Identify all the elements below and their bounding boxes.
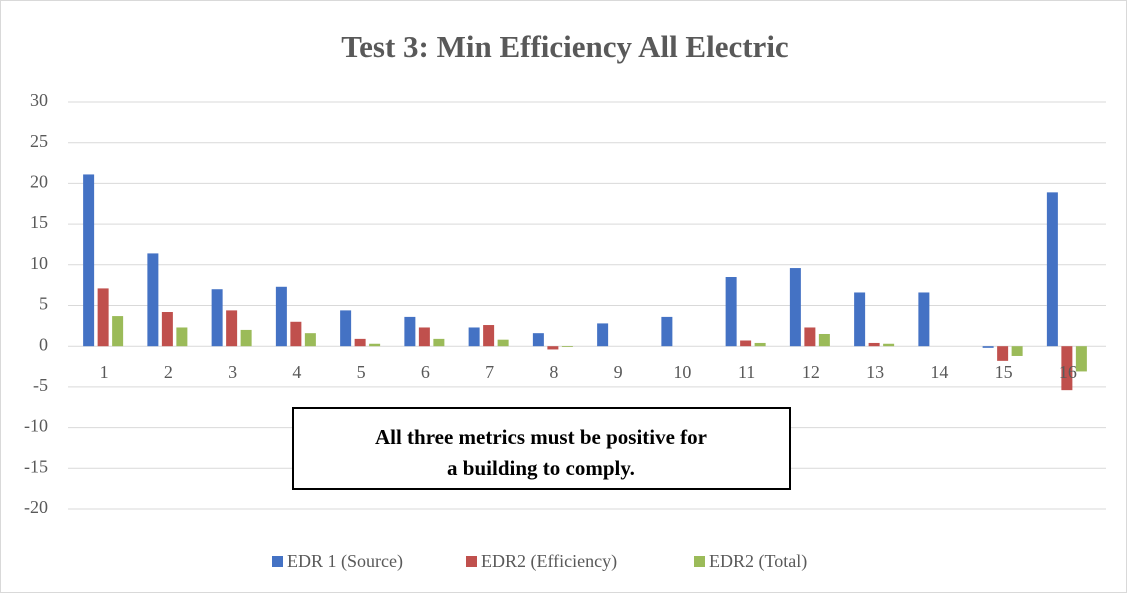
bar	[240, 329, 252, 347]
x-tick-label: 10	[673, 362, 691, 382]
x-tick-label: 6	[421, 362, 430, 382]
x-tick-label: 12	[802, 362, 820, 382]
bar	[354, 338, 366, 347]
bar	[290, 321, 302, 347]
x-tick-label: 15	[995, 362, 1013, 382]
y-tick-label: 5	[39, 294, 48, 314]
x-tick-label: 4	[292, 362, 301, 382]
y-tick-label: 10	[30, 253, 48, 273]
x-tick-label: 8	[549, 362, 558, 382]
bars	[83, 174, 1087, 391]
annotation-box	[292, 407, 791, 490]
bar	[789, 268, 801, 347]
bar	[868, 342, 880, 347]
bar	[161, 312, 173, 347]
chart-title: Test 3: Min Efficiency All Electric	[341, 29, 788, 64]
legend-label: EDR2 (Total)	[709, 551, 807, 572]
bar	[275, 286, 287, 347]
x-tick-label: 9	[614, 362, 623, 382]
bar	[147, 253, 159, 347]
bar	[883, 343, 895, 347]
bar	[369, 343, 381, 347]
bar	[1075, 346, 1087, 372]
y-tick-label: 15	[30, 212, 48, 232]
bar	[661, 316, 673, 347]
x-tick-label: 14	[930, 362, 948, 382]
bar	[1011, 346, 1023, 356]
x-tick-label: 2	[164, 362, 173, 382]
bar	[547, 346, 559, 350]
bar	[854, 292, 866, 347]
x-tick-label: 1	[100, 362, 109, 382]
bar	[918, 292, 930, 347]
bar	[483, 325, 495, 347]
bar	[304, 333, 316, 347]
bar	[97, 288, 109, 347]
legend-swatch	[272, 556, 283, 567]
x-tick-label: 3	[228, 362, 237, 382]
bar	[532, 333, 544, 347]
bar	[468, 327, 480, 347]
y-tick-label: 25	[30, 131, 48, 151]
bar	[226, 310, 238, 347]
y-tick-label: -15	[24, 456, 48, 476]
legend-swatch	[466, 556, 477, 567]
bar	[497, 339, 509, 347]
legend-label: EDR 1 (Source)	[287, 551, 403, 572]
y-tick-label: 30	[30, 90, 48, 110]
x-tick-label: 5	[357, 362, 366, 382]
bar	[340, 310, 352, 347]
y-tick-label: -5	[33, 375, 48, 395]
bar	[804, 327, 816, 347]
bar	[1061, 346, 1073, 391]
y-tick-label: -20	[24, 497, 48, 517]
bar	[997, 346, 1009, 361]
bar	[561, 346, 573, 348]
bar	[404, 316, 416, 347]
bar	[1046, 192, 1058, 347]
bar	[725, 277, 737, 347]
bar	[818, 333, 830, 347]
bar	[597, 323, 609, 347]
bar	[982, 346, 994, 348]
x-tick-label: 11	[738, 362, 755, 382]
annotation: All three metrics must be positive for	[375, 425, 707, 449]
bar	[176, 327, 188, 347]
x-tick-label: 7	[485, 362, 494, 382]
bar	[433, 338, 445, 347]
bar	[418, 327, 430, 347]
x-tick-label: 16	[1059, 362, 1077, 382]
legend-swatch	[694, 556, 705, 567]
bar	[754, 342, 766, 347]
y-tick-label: 0	[39, 334, 48, 354]
bar	[211, 289, 223, 347]
bar	[83, 174, 95, 347]
bar	[112, 316, 124, 347]
x-tick-label: 13	[866, 362, 884, 382]
y-tick-label: 20	[30, 172, 48, 192]
legend-label: EDR2 (Efficiency)	[481, 551, 617, 572]
y-tick-label: -10	[24, 416, 48, 436]
annotation: a building to comply.	[447, 456, 635, 480]
bar	[740, 340, 752, 347]
